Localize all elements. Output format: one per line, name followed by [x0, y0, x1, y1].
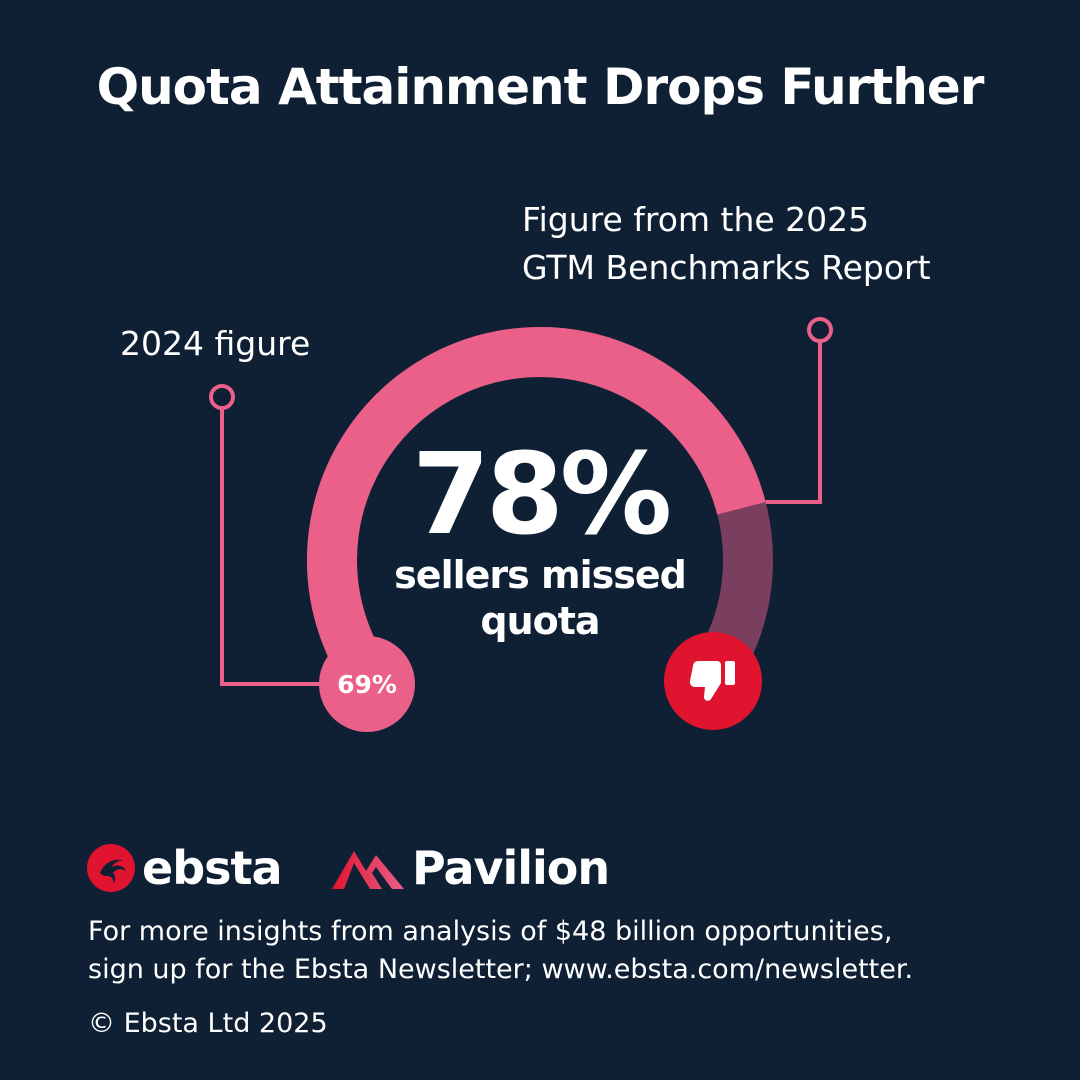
footer-line1: For more insights from analysis of $48 b… [88, 916, 893, 947]
pavilion-logo: Pavilion [330, 838, 610, 898]
pavilion-logo-text: Pavilion [412, 841, 610, 895]
previous-value-label: 69% [337, 669, 397, 699]
annotation-2025-line1: Figure from the 2025 [522, 200, 870, 239]
annotation-2025-line2: GTM Benchmarks Report [522, 248, 931, 287]
leader-dot-2024 [209, 384, 235, 410]
pavilion-logo-icon [332, 851, 404, 889]
page-title: Quota Attainment Drops Further [96, 58, 985, 116]
annotation-2025: Figure from the 2025 GTM Benchmarks Repo… [522, 196, 931, 292]
previous-value-badge: 69% [319, 636, 415, 732]
leader-dot-2025 [807, 317, 833, 343]
copyright: © Ebsta Ltd 2025 [88, 1008, 328, 1039]
gauge-value-arc [307, 327, 766, 725]
logo-row: ebsta Pavilion [86, 838, 706, 898]
footer-line2: sign up for the Ebsta Newsletter; www.eb… [88, 954, 914, 985]
headline-caption: sellers missed quota [360, 552, 720, 644]
ebsta-logo-text: ebsta [142, 841, 283, 895]
headline-caption-line1: sellers missed [394, 553, 687, 597]
leader-line-2025 [765, 341, 822, 505]
ebsta-logo: ebsta [86, 838, 283, 898]
annotation-2024: 2024 figure [120, 324, 311, 363]
footer-text: For more insights from analysis of $48 b… [88, 913, 988, 989]
thumbs-down-badge [664, 632, 762, 730]
headline-caption-line2: quota [480, 599, 600, 643]
leader-line-2024 [220, 408, 320, 686]
thumbs-down-icon [689, 661, 735, 701]
ebsta-logo-icon [87, 844, 135, 892]
headline-value: 78% [411, 430, 672, 560]
